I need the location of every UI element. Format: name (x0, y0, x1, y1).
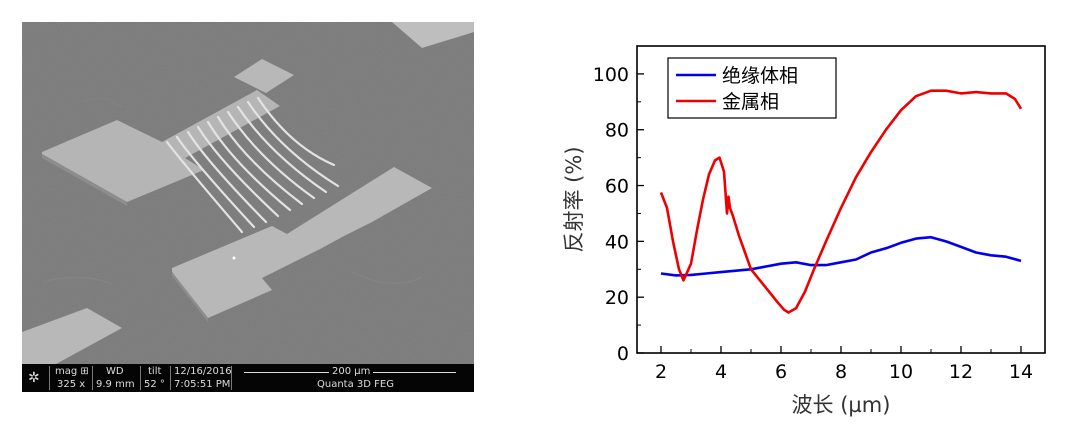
scale-bar-label: 200 µm (329, 367, 374, 377)
chart-canvas: 2 4 6 8 10 12 14 0 20 40 60 80 100 波长 (µm) 反射率 (%) 绝缘体… (562, 45, 1046, 417)
mag-value: 325 x (57, 379, 86, 390)
x-tick-label: 8 (835, 361, 847, 383)
y-tick-label: 40 (605, 231, 629, 253)
wd-label: WD (106, 366, 124, 377)
sem-info-bar: ✲ mag ⊞ 325 x WD 9.9 mm tilt 52 ° 12/16/… (22, 364, 474, 392)
series-line-2 (659, 89, 1023, 314)
x-tick-label: 10 (889, 361, 913, 383)
nanowire-array (165, 96, 340, 234)
legend-box (667, 57, 837, 119)
sem-image-content (22, 22, 474, 364)
tilt-value: 52 ° (144, 379, 165, 390)
legend-label-2: 金属相 (722, 91, 779, 113)
mag-label: mag ⊞ (55, 366, 89, 377)
reflectance-chart: 2 4 6 8 10 12 14 0 20 40 60 80 100 波长 (µm) 反射率 (%) 绝缘体… (540, 0, 1080, 425)
acquisition-time: 7:05:51 PM (174, 379, 231, 390)
y-tick-label: 80 (605, 120, 629, 142)
x-axis-label: 波长 (µm) (792, 393, 891, 417)
corner-electrode-bottom-left (22, 308, 122, 364)
x-tick-label: 14 (1009, 361, 1033, 383)
y-tick-label: 20 (605, 287, 629, 309)
instrument-name: Quanta 3D FEG (317, 379, 394, 390)
corner-electrode-top-right (392, 22, 474, 48)
y-axis-label: 反射率 (%) (562, 146, 586, 252)
x-tick-label: 12 (949, 361, 973, 383)
y-tick-label: 0 (617, 343, 629, 365)
x-tick-label: 4 (715, 361, 727, 383)
sem-micrograph: ✲ mag ⊞ 325 x WD 9.9 mm tilt 52 ° 12/16/… (22, 22, 474, 392)
wd-value: 9.9 mm (96, 379, 135, 390)
x-tick-label: 6 (775, 361, 787, 383)
y-tick-label: 100 (593, 64, 629, 86)
lower-electrode (172, 167, 432, 322)
tilt-label: tilt (148, 366, 162, 377)
upper-electrode (42, 59, 294, 206)
fei-logo-icon: ✲ (28, 370, 40, 386)
x-tick-label: 2 (655, 361, 667, 383)
y-tick-label: 60 (605, 176, 629, 198)
series-line-1 (660, 235, 1022, 277)
acquisition-date: 12/16/2016 (174, 366, 232, 377)
legend-label-1: 绝缘体相 (722, 65, 798, 87)
